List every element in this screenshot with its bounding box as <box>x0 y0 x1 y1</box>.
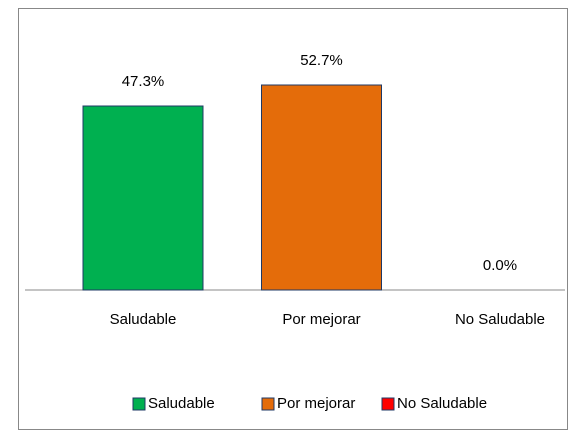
legend-label: Saludable <box>148 395 215 412</box>
legend-swatch <box>132 397 146 411</box>
legend-swatch <box>381 397 395 411</box>
bar <box>261 84 382 291</box>
value-label: 47.3% <box>122 73 165 90</box>
value-label: 52.7% <box>300 52 343 69</box>
legend-label: Por mejorar <box>277 395 355 412</box>
x-tick-label: Por mejorar <box>282 311 360 328</box>
bar <box>82 105 204 291</box>
x-tick-label: No Saludable <box>455 311 545 328</box>
x-tick-label: Saludable <box>110 311 177 328</box>
legend-label: No Saludable <box>397 395 487 412</box>
legend-swatch <box>261 397 275 411</box>
value-label: 0.0% <box>483 257 517 274</box>
